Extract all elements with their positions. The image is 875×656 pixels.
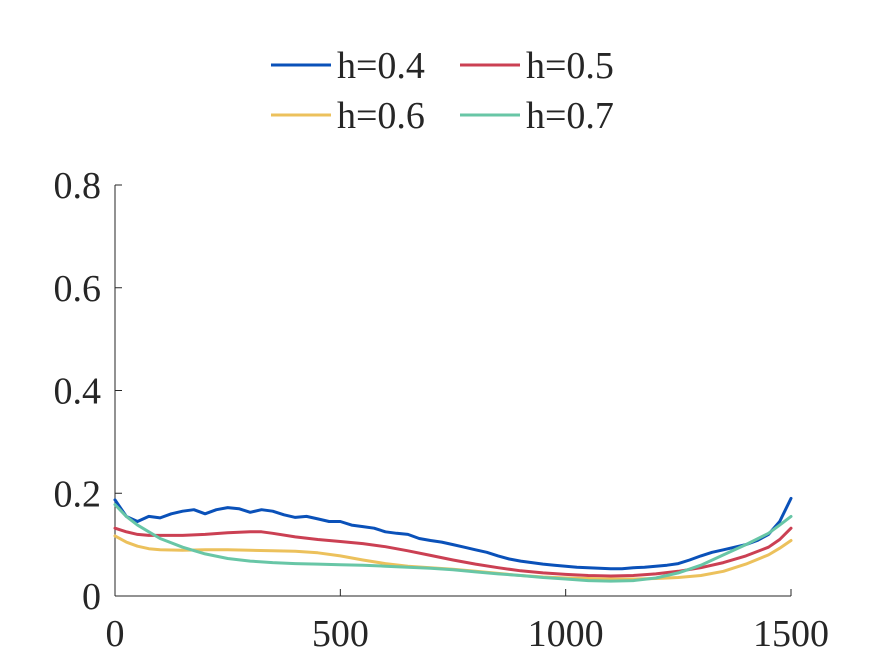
y-tick-label: 0.4 [54,371,102,413]
legend-label-4: h=0.7 [526,95,614,137]
y-tick-label: 0.8 [54,165,102,207]
plot-lines [113,496,793,583]
legend-label-1: h=0.4 [337,45,425,87]
y-tick-label: 0.2 [54,473,102,515]
y-tick-label: 0.6 [54,268,102,310]
x-tick-label: 500 [312,613,369,655]
axes: 0 0.2 0.4 0.6 0.8 0 500 1000 1500 [54,165,830,655]
legend-label-3: h=0.6 [337,95,425,137]
x-tick-label: 1000 [528,613,604,655]
x-tick-label: 0 [106,613,125,655]
legend: h=0.4 h=0.5 h=0.6 h=0.7 [271,45,614,137]
series-line-1 [113,496,793,571]
legend-label-2: h=0.5 [526,45,614,87]
y-tick-label: 0 [82,576,101,618]
series-line-4 [113,503,793,583]
x-tick-label: 1500 [753,613,829,655]
